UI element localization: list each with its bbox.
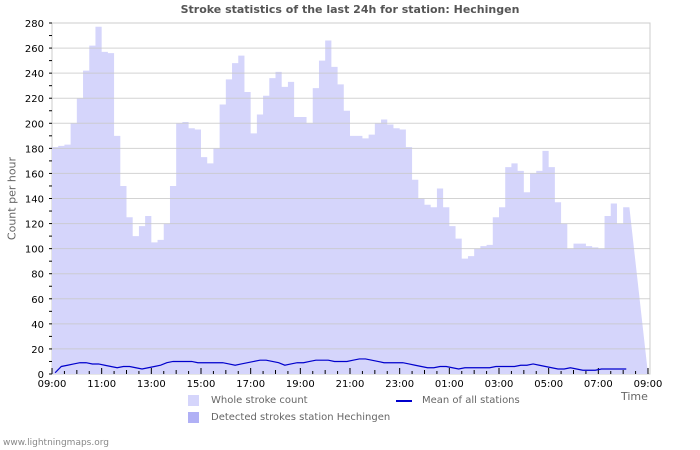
y-tick-label: 0	[38, 370, 44, 381]
y-tick-label: 280	[25, 19, 44, 30]
y-tick-label: 80	[31, 270, 44, 281]
x-axis-label: Time	[621, 390, 648, 403]
x-tick-label: 21:00	[336, 379, 365, 390]
x-tick-label: 19:00	[286, 379, 315, 390]
y-tick-label: 120	[25, 220, 44, 231]
x-tick-label: 05:00	[534, 379, 563, 390]
x-tick-label: 03:00	[485, 379, 514, 390]
x-tick-label: 11:00	[87, 379, 116, 390]
x-tick-label: 09:00	[38, 379, 67, 390]
x-tick-label: 23:00	[385, 379, 414, 390]
y-tick-label: 140	[25, 195, 44, 206]
y-tick-label: 160	[25, 169, 44, 180]
x-tick-label: 09:00	[634, 379, 663, 390]
y-tick-label: 220	[25, 94, 44, 105]
series-whole-stroke-count	[52, 26, 648, 375]
legend-swatch-whole	[188, 395, 199, 406]
chart-title: Stroke statistics of the last 24h for st…	[180, 3, 520, 16]
y-tick-label: 20	[31, 345, 44, 356]
x-tick-label: 07:00	[584, 379, 613, 390]
x-tick-label: 01:00	[435, 379, 464, 390]
x-tick-label: 17:00	[236, 379, 265, 390]
y-tick-label: 260	[25, 44, 44, 55]
y-tick-label: 180	[25, 144, 44, 155]
y-tick-label: 40	[31, 320, 44, 331]
x-tick-label: 15:00	[187, 379, 216, 390]
y-axis-label: Count per hour	[5, 156, 19, 241]
footer-link[interactable]: www.lightningmaps.org	[3, 438, 109, 448]
legend-label-detected: Detected strokes station Hechingen	[211, 412, 391, 423]
legend-swatch-detected	[188, 412, 199, 423]
series-mean-of-all-stations	[54, 358, 627, 374]
legend-label-mean: Mean of all stations	[422, 395, 520, 406]
y-tick-label: 200	[25, 119, 44, 130]
legend-label-whole: Whole stroke count	[211, 395, 308, 406]
legend-line-mean	[396, 400, 412, 402]
x-tick-label: 13:00	[137, 379, 166, 390]
y-tick-label: 100	[25, 245, 44, 256]
y-tick-label: 240	[25, 69, 44, 80]
y-tick-label: 60	[31, 295, 44, 306]
